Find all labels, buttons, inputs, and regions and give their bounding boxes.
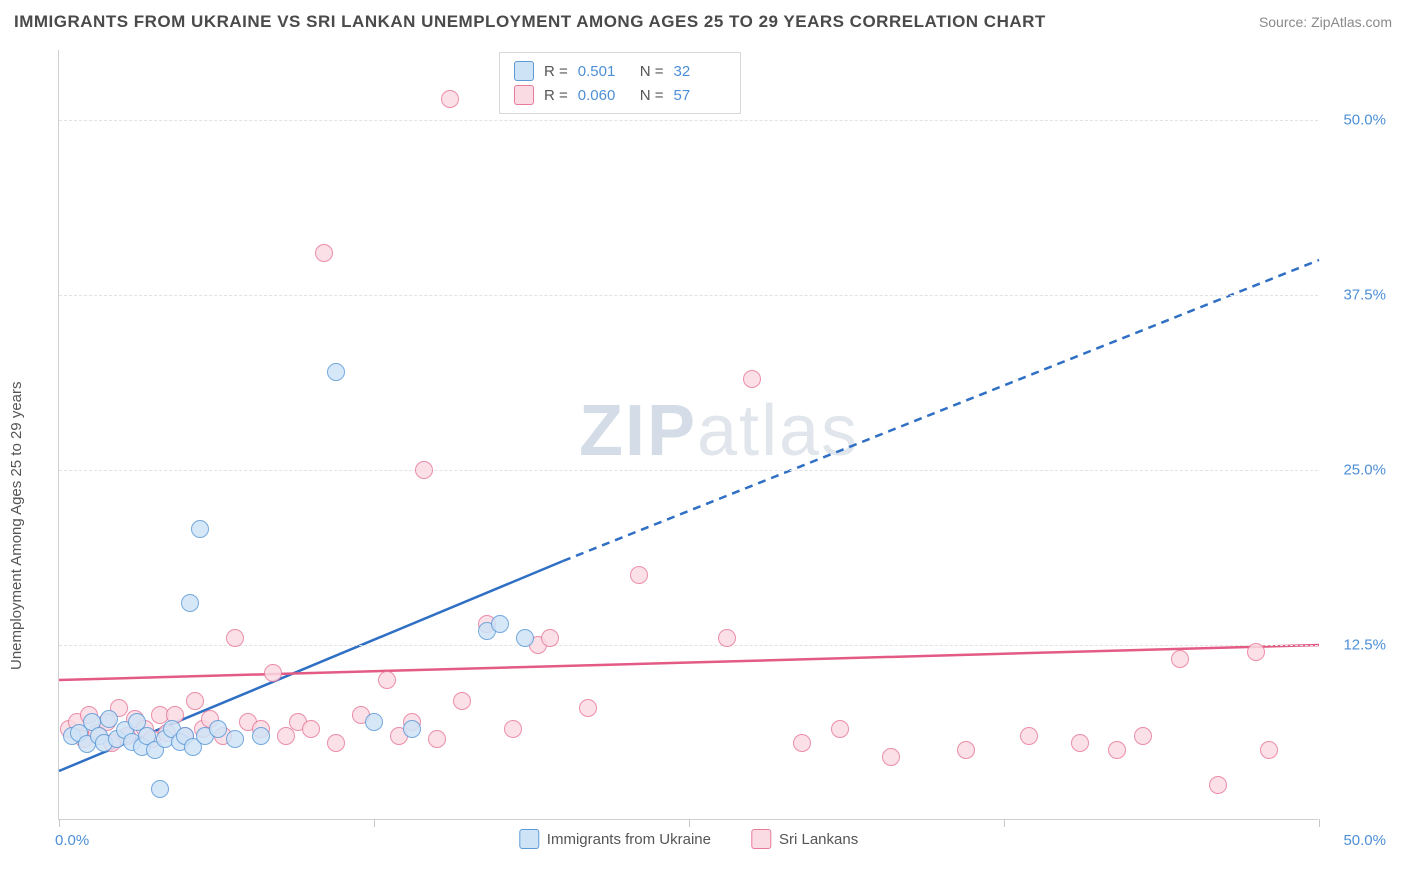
legend-swatch	[514, 85, 534, 105]
data-point	[327, 363, 345, 381]
data-point	[277, 727, 295, 745]
legend-swatch	[751, 829, 771, 849]
data-point	[957, 741, 975, 759]
legend-item: Sri Lankans	[751, 829, 858, 849]
watermark: ZIPatlas	[579, 390, 859, 472]
watermark-light: atlas	[697, 391, 859, 471]
data-point	[252, 727, 270, 745]
x-axis-max-label: 50.0%	[1343, 832, 1386, 849]
gridline	[59, 645, 1318, 646]
r-value: 0.501	[578, 63, 630, 80]
source-attribution: Source: ZipAtlas.com	[1259, 14, 1392, 30]
data-point	[226, 730, 244, 748]
n-label: N =	[640, 87, 664, 104]
x-tick	[59, 819, 60, 827]
data-point	[743, 370, 761, 388]
trend-lines	[59, 50, 1319, 820]
data-point	[365, 713, 383, 731]
data-point	[378, 671, 396, 689]
y-tick-label: 50.0%	[1343, 112, 1386, 129]
n-label: N =	[640, 63, 664, 80]
data-point	[793, 734, 811, 752]
chart-title: IMMIGRANTS FROM UKRAINE VS SRI LANKAN UN…	[14, 12, 1046, 32]
data-point	[541, 629, 559, 647]
r-value: 0.060	[578, 87, 630, 104]
x-tick	[374, 819, 375, 827]
data-point	[226, 629, 244, 647]
legend-row: R = 0.501 N = 32	[514, 59, 726, 83]
data-point	[516, 629, 534, 647]
y-axis-label: Unemployment Among Ages 25 to 29 years	[8, 381, 25, 670]
data-point	[428, 730, 446, 748]
n-value: 57	[674, 87, 726, 104]
data-point	[1247, 643, 1265, 661]
data-point	[151, 780, 169, 798]
data-point	[491, 615, 509, 633]
data-point	[1071, 734, 1089, 752]
legend-row: R = 0.060 N = 57	[514, 83, 726, 107]
y-tick-label: 37.5%	[1343, 287, 1386, 304]
x-tick	[1319, 819, 1320, 827]
legend-swatch	[519, 829, 539, 849]
scatter-plot: ZIPatlas R =0.501N =32R =0.060N =57 Immi…	[58, 50, 1318, 820]
legend-label: Sri Lankans	[779, 831, 858, 848]
data-point	[831, 720, 849, 738]
x-tick	[1004, 819, 1005, 827]
data-point	[882, 748, 900, 766]
data-point	[191, 520, 209, 538]
data-point	[453, 692, 471, 710]
gridline	[59, 295, 1318, 296]
data-point	[630, 566, 648, 584]
data-point	[415, 461, 433, 479]
legend-swatch	[514, 61, 534, 81]
r-label: R =	[544, 87, 568, 104]
gridline	[59, 120, 1318, 121]
data-point	[327, 734, 345, 752]
data-point	[1209, 776, 1227, 794]
series-legend: Immigrants from Ukraine Sri Lankans	[519, 829, 858, 849]
correlation-legend: R = 0.501 N = 32 R = 0.060 N = 57	[499, 52, 741, 114]
x-tick	[689, 819, 690, 827]
y-tick-label: 12.5%	[1343, 637, 1386, 654]
data-point	[209, 720, 227, 738]
data-point	[1020, 727, 1038, 745]
data-point	[1171, 650, 1189, 668]
r-label: R =	[544, 63, 568, 80]
legend-item: Immigrants from Ukraine	[519, 829, 711, 849]
y-tick-label: 25.0%	[1343, 462, 1386, 479]
data-point	[579, 699, 597, 717]
data-point	[264, 664, 282, 682]
data-point	[403, 720, 421, 738]
data-point	[718, 629, 736, 647]
data-point	[315, 244, 333, 262]
n-value: 32	[674, 63, 726, 80]
watermark-bold: ZIP	[579, 391, 697, 471]
legend-label: Immigrants from Ukraine	[547, 831, 711, 848]
data-point	[181, 594, 199, 612]
data-point	[302, 720, 320, 738]
data-point	[441, 90, 459, 108]
gridline	[59, 470, 1318, 471]
data-point	[1134, 727, 1152, 745]
data-point	[504, 720, 522, 738]
data-point	[1108, 741, 1126, 759]
x-axis-min-label: 0.0%	[55, 832, 89, 849]
data-point	[1260, 741, 1278, 759]
data-point	[186, 692, 204, 710]
